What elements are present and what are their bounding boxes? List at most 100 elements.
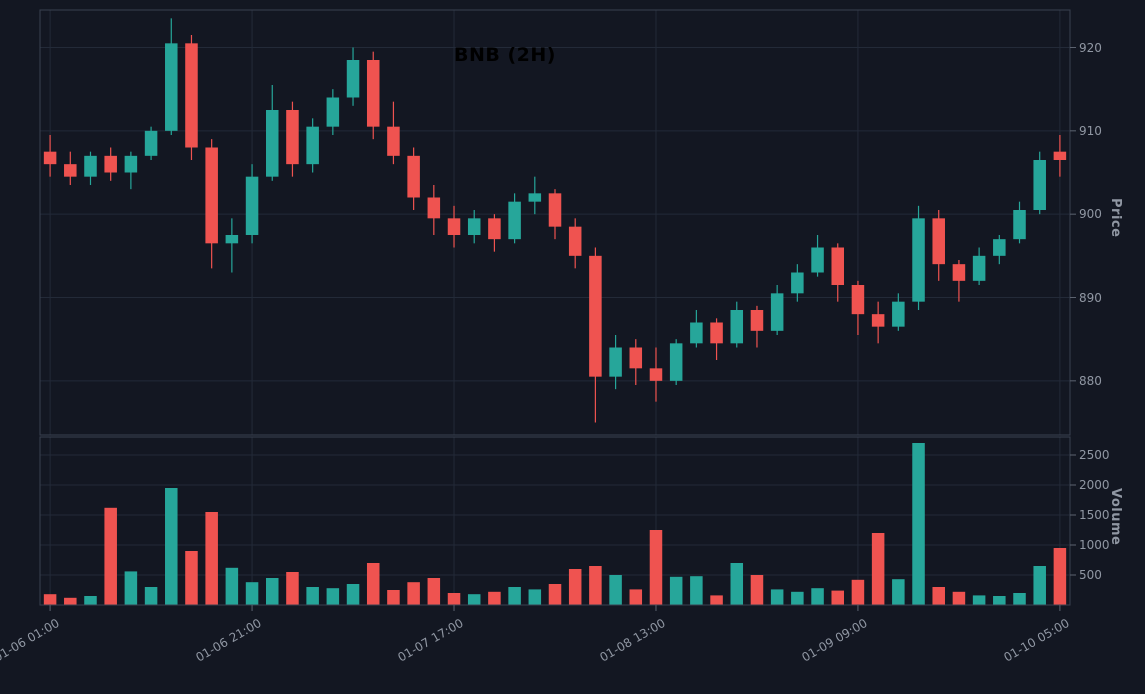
candle-body	[306, 126, 319, 165]
volume-bar	[811, 588, 824, 605]
candle-body	[185, 43, 198, 148]
volume-bar	[1033, 566, 1046, 605]
chart-title: BNB (2H)	[454, 44, 556, 66]
volume-bar	[407, 582, 420, 605]
volume-bar	[932, 587, 945, 605]
price-tick-label: 910	[1079, 123, 1102, 138]
candle-body	[811, 247, 824, 273]
volume-tick-label: 2500	[1079, 448, 1110, 462]
volume-bar	[831, 590, 845, 605]
volume-bar	[791, 591, 804, 605]
candle-body	[690, 322, 703, 344]
volume-bar	[225, 567, 239, 605]
volume-bar	[366, 563, 380, 605]
volume-bar	[43, 594, 57, 605]
volume-bar	[346, 584, 360, 605]
candle-body	[286, 110, 299, 165]
volume-bar	[488, 591, 501, 605]
volume-bar	[1013, 593, 1026, 605]
volume-axis-label: Volume	[1108, 488, 1123, 546]
price-tick-label: 920	[1079, 40, 1102, 55]
volume-tick-label: 1000	[1079, 538, 1110, 552]
volume-bar	[64, 597, 77, 605]
volume-bar	[508, 587, 521, 605]
candle-body	[568, 226, 582, 256]
candle-body	[669, 343, 683, 381]
candle-body	[871, 314, 885, 327]
volume-bar	[387, 590, 400, 605]
volume-bar	[185, 551, 198, 605]
candle-body	[629, 347, 643, 369]
volume-bar	[690, 576, 703, 605]
volume-bar	[912, 443, 925, 605]
candle-body	[1053, 151, 1067, 160]
candle-body	[730, 310, 744, 344]
price-tick-label: 890	[1079, 290, 1102, 305]
candle-body	[912, 218, 925, 302]
candle-body	[791, 272, 804, 294]
candle-body	[932, 218, 945, 265]
volume-bar	[589, 566, 602, 605]
candle-body	[488, 218, 501, 240]
candle-body	[387, 126, 400, 156]
candle-body	[770, 293, 784, 331]
candle-body	[548, 193, 562, 227]
volume-bar	[84, 596, 97, 605]
candle-body	[851, 285, 865, 315]
volume-bar	[548, 584, 562, 605]
candle-body	[831, 247, 845, 285]
volume-bar	[286, 572, 299, 605]
price-tick-label: 880	[1079, 373, 1102, 388]
volume-bar	[750, 575, 764, 605]
candle-body	[609, 347, 622, 377]
volume-bar	[104, 507, 117, 605]
candle-body	[528, 193, 542, 202]
candle-body	[205, 147, 218, 244]
volume-bar	[649, 530, 663, 605]
volume-bar	[972, 595, 986, 605]
volume-bar	[144, 587, 158, 605]
candle-body	[407, 155, 420, 198]
volume-bar	[245, 582, 259, 605]
volume-bar	[609, 575, 622, 605]
volume-bar	[205, 512, 218, 605]
volume-bar	[447, 593, 461, 605]
candle-body	[892, 301, 905, 327]
volume-bar	[851, 579, 865, 605]
volume-bar	[871, 533, 885, 605]
volume-bar	[528, 589, 542, 605]
candle-body	[993, 239, 1006, 256]
candle-body	[710, 322, 723, 344]
candle-body	[124, 155, 138, 173]
volume-bar	[993, 596, 1006, 605]
volume-tick-label: 2000	[1079, 478, 1110, 492]
volume-bar	[165, 488, 178, 605]
candle-body	[649, 368, 663, 381]
candle-body	[225, 235, 239, 244]
price-tick-label: 900	[1079, 207, 1102, 222]
candle-body	[467, 218, 481, 235]
volume-bar	[770, 589, 784, 605]
candle-body	[447, 218, 461, 235]
candle-body	[144, 130, 158, 156]
candle-body	[64, 164, 77, 177]
volume-tick-label: 1500	[1079, 508, 1110, 522]
volume-bar	[730, 563, 744, 605]
candle-body	[952, 264, 966, 281]
candle-body	[245, 176, 259, 235]
candle-body	[1013, 210, 1026, 240]
candle-body	[104, 155, 117, 173]
volume-bar	[306, 587, 319, 605]
price-panel-border	[39, 9, 1071, 436]
candle-body	[750, 310, 764, 331]
volume-panel-border	[39, 436, 1071, 606]
price-axis-label: Price	[1108, 198, 1123, 238]
volume-bar	[427, 578, 441, 605]
candle-body	[366, 60, 380, 127]
volume-bar	[326, 588, 340, 605]
candle-body	[508, 201, 521, 240]
candle-body	[165, 43, 178, 131]
candle-body	[346, 60, 360, 98]
